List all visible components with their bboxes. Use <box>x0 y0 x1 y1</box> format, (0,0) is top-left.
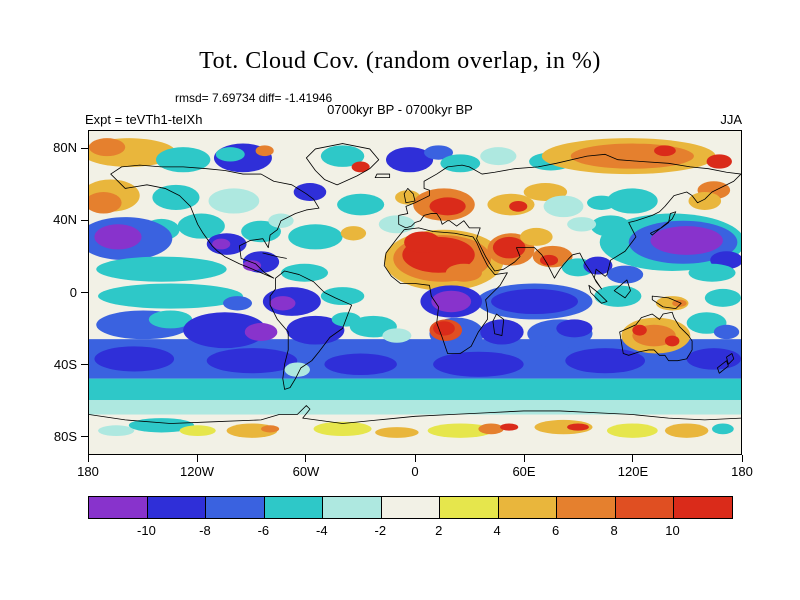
x-axis-label: 180 <box>731 464 753 479</box>
colorbar-tick-label: 6 <box>552 523 560 538</box>
y-axis-tick <box>81 436 88 438</box>
colorbar-segment <box>439 497 498 518</box>
coastlines <box>89 143 741 424</box>
colorbar-tick-label: -2 <box>374 523 387 538</box>
y-axis-label: 40N <box>53 212 77 228</box>
x-axis-label: 0 <box>411 464 419 479</box>
colorbar-segment <box>146 497 206 518</box>
colorbar-tick-label: 10 <box>665 523 680 538</box>
colorbar-segment <box>497 497 557 518</box>
y-axis-label: 80S <box>53 428 77 444</box>
colorbar-tick-label: -4 <box>316 523 328 538</box>
colorbar-tick-label: -8 <box>199 523 211 538</box>
x-axis-label: 180 <box>77 464 99 479</box>
x-axis-tick <box>196 455 198 462</box>
x-axis-tick <box>414 455 416 462</box>
world-map-svg <box>89 131 741 454</box>
y-axis-tick <box>81 364 88 366</box>
x-axis-label: 120E <box>617 464 649 479</box>
x-axis-tick <box>741 455 743 462</box>
colorbar-segment <box>673 497 733 518</box>
colorbar-tick-label: -10 <box>137 523 156 538</box>
colorbar-segment <box>614 497 674 518</box>
colorbar <box>88 496 733 519</box>
colorbar-segment <box>205 497 264 518</box>
y-axis-label: 0 <box>69 284 77 300</box>
colorbar-labels: -10 -8 -6 -4 -2 2 4 6 8 10 <box>88 523 731 541</box>
colorbar-tick-label: -6 <box>257 523 270 538</box>
season-label: JJA <box>720 112 742 127</box>
x-axis-tick <box>305 455 307 462</box>
x-axis-tick <box>523 455 525 462</box>
colorbar-segment <box>380 497 440 518</box>
y-axis-tick <box>81 292 88 293</box>
colorbar-segment <box>263 497 323 518</box>
y-axis-label: 40S <box>53 356 77 372</box>
colorbar-segment <box>322 497 381 518</box>
chart-title: Tot. Cloud Cov. (random overlap, in %) <box>199 48 601 74</box>
y-axis-label: 80N <box>53 140 77 156</box>
x-axis-tick <box>632 455 634 462</box>
x-axis-label: 120W <box>180 464 214 479</box>
colorbar-segment <box>556 497 615 518</box>
colorbar-tick-label: 4 <box>493 523 501 538</box>
stats-text: rmsd= 7.69734 diff= -1.41946 <box>175 91 333 105</box>
y-axis-tick <box>81 219 88 221</box>
experiment-label: Expt = teVTh1-teIXh <box>85 112 203 127</box>
map-frame <box>88 130 742 455</box>
x-axis-tick <box>87 455 89 462</box>
colorbar-segment <box>89 497 147 518</box>
y-axis-tick <box>81 147 88 149</box>
x-axis-label: 60E <box>512 464 536 479</box>
period-text: 0700kyr BP - 0700kyr BP <box>327 102 473 117</box>
x-axis-label: 60W <box>292 464 320 479</box>
colorbar-tick-label: 8 <box>610 523 618 538</box>
colorbar-tick-label: 2 <box>435 523 443 538</box>
